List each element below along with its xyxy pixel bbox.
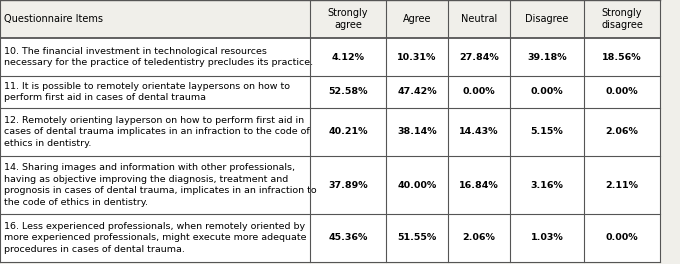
Text: 3.16%: 3.16%: [530, 181, 564, 190]
Bar: [0, 38, 660, 76]
Text: 39.18%: 39.18%: [527, 53, 567, 62]
Bar: [0, 214, 660, 262]
Text: 1.03%: 1.03%: [530, 233, 563, 243]
Bar: [0, 108, 660, 156]
Text: 37.89%: 37.89%: [328, 181, 368, 190]
Text: Agree: Agree: [403, 14, 431, 24]
Text: 10. The financial investment in technological resources
necessary for the practi: 10. The financial investment in technolo…: [4, 47, 313, 67]
Text: 38.14%: 38.14%: [397, 128, 437, 136]
Text: 45.36%: 45.36%: [328, 233, 368, 243]
Text: 0.00%: 0.00%: [462, 87, 495, 97]
Text: Strongly
agree: Strongly agree: [328, 8, 369, 30]
Text: 51.55%: 51.55%: [397, 233, 437, 243]
Text: 47.42%: 47.42%: [397, 87, 437, 97]
Text: 4.12%: 4.12%: [332, 53, 364, 62]
Text: 14. Sharing images and information with other professionals,
having as objective: 14. Sharing images and information with …: [4, 163, 317, 207]
Text: 11. It is possible to remotely orientate laypersons on how to
perform first aid : 11. It is possible to remotely orientate…: [4, 82, 290, 102]
Text: 16. Less experienced professionals, when remotely oriented by
more experienced p: 16. Less experienced professionals, when…: [4, 222, 307, 254]
Text: Questionnaire Items: Questionnaire Items: [4, 14, 103, 24]
Text: 2.06%: 2.06%: [462, 233, 496, 243]
Text: 2.11%: 2.11%: [605, 181, 639, 190]
Text: 0.00%: 0.00%: [530, 87, 563, 97]
Text: 18.56%: 18.56%: [602, 53, 642, 62]
Text: 0.00%: 0.00%: [606, 87, 639, 97]
Text: Neutral: Neutral: [461, 14, 497, 24]
Text: 14.43%: 14.43%: [459, 128, 498, 136]
Text: 40.21%: 40.21%: [328, 128, 368, 136]
Bar: [0, 76, 660, 108]
Text: 2.06%: 2.06%: [606, 128, 639, 136]
Text: 27.84%: 27.84%: [459, 53, 499, 62]
Text: Disagree: Disagree: [526, 14, 568, 24]
Text: 40.00%: 40.00%: [397, 181, 437, 190]
Text: 16.84%: 16.84%: [459, 181, 499, 190]
Text: 10.31%: 10.31%: [397, 53, 437, 62]
Text: 5.15%: 5.15%: [530, 128, 563, 136]
Text: 0.00%: 0.00%: [606, 233, 639, 243]
Text: 52.58%: 52.58%: [328, 87, 368, 97]
Text: 12. Remotely orienting layperson on how to perform first aid in
cases of dental : 12. Remotely orienting layperson on how …: [4, 116, 310, 148]
Bar: [0, 156, 660, 214]
Text: Strongly
disagree: Strongly disagree: [601, 8, 643, 30]
